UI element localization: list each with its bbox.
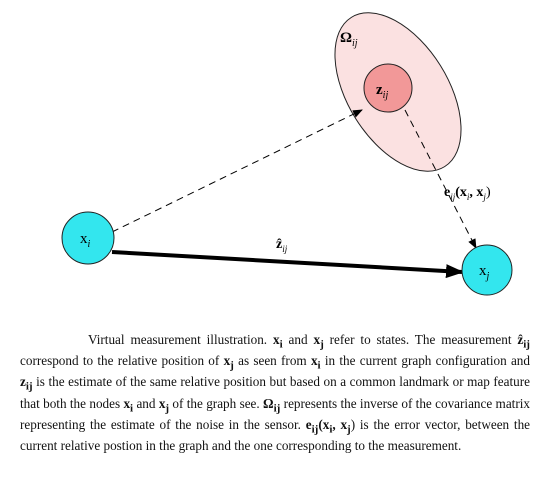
edge-label: ẑij: [276, 237, 288, 254]
node-zij-symbol: z: [376, 82, 383, 98]
dashed-edge-xi-zij: [111, 109, 363, 233]
figure-caption: Virtual measurement illustration. xi and…: [20, 332, 531, 454]
omega-subscript: ij: [352, 38, 358, 49]
svg-text:xi: xi: [80, 231, 91, 250]
edge-label-symbol: ẑ: [276, 237, 282, 252]
node-xi-subscript: i: [88, 239, 91, 250]
error-label: eij(xi, xj): [444, 185, 491, 202]
node-xj-symbol: x: [479, 263, 487, 279]
svg-text:xj: xj: [479, 263, 490, 282]
edge-label-subscript: ij: [282, 244, 288, 254]
svg-text:zij: zij: [376, 82, 388, 101]
node-xj: [461, 244, 513, 296]
node-zij-subscript: ij: [383, 90, 389, 101]
node-xi-symbol: x: [80, 231, 88, 247]
node-xi: [61, 211, 115, 265]
measurement-edge: [111, 250, 464, 279]
node-xj-subscript: j: [485, 271, 490, 282]
node-zij: [363, 63, 413, 113]
graph-diagram: zij xi xj Ωij ẑij eij(xi, xj): [61, 12, 513, 296]
omega-symbol: Ω: [340, 30, 352, 46]
dashed-error-edge: [404, 109, 477, 249]
omega-label: Ωij: [340, 30, 358, 49]
